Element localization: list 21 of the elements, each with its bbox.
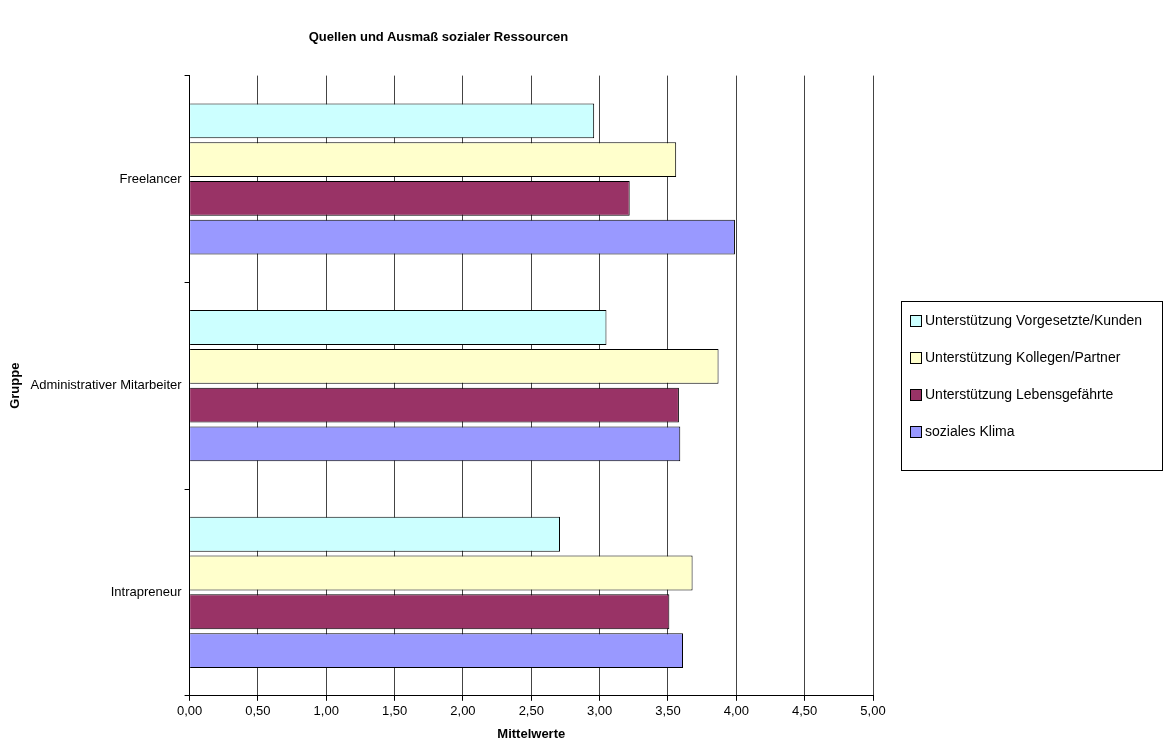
legend-label: soziales Klima: [925, 422, 1016, 440]
x-tick-label: 3,00: [586, 703, 613, 719]
y-tick-label: Administrativer Mitarbeiter: [30, 377, 183, 393]
legend-label: Unterstützung Kollegen/Partner: [925, 348, 1122, 366]
y-axis-title: Gruppe: [7, 362, 23, 409]
x-tick-label: 3,50: [655, 703, 681, 719]
x-tick-label: 2,00: [450, 703, 476, 719]
legend-label: Unterstützung Lebensgefährte: [925, 385, 1115, 403]
y-tick-label: Intrapreneur: [110, 584, 183, 600]
x-tick-label: 1,00: [313, 703, 339, 719]
legend-label: Unterstützung Vorgesetzte/Kunden: [925, 311, 1144, 329]
x-tick-label: 0,50: [245, 703, 271, 719]
x-tick-label: 4,00: [723, 703, 749, 719]
x-tick-label: 0,00: [176, 703, 203, 719]
x-tick-label: 5,00: [860, 703, 886, 719]
x-tick-label: 4,50: [792, 703, 818, 719]
x-axis-title: Mittelwerte: [497, 725, 566, 741]
x-tick-label: 2,50: [518, 703, 544, 719]
x-tick-label: 1,50: [381, 703, 408, 719]
y-tick-label: Freelancer: [119, 170, 183, 186]
chart-title: Quellen und Ausmaß sozialer Ressourcen: [308, 29, 569, 45]
